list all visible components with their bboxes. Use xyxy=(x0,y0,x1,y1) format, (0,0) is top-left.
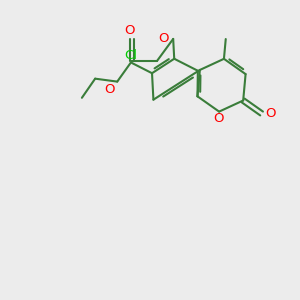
Text: O: O xyxy=(213,112,224,125)
Text: O: O xyxy=(158,32,169,45)
Text: O: O xyxy=(265,107,276,120)
Text: O: O xyxy=(104,83,114,96)
Text: O: O xyxy=(124,24,134,38)
Text: Cl: Cl xyxy=(124,49,137,62)
